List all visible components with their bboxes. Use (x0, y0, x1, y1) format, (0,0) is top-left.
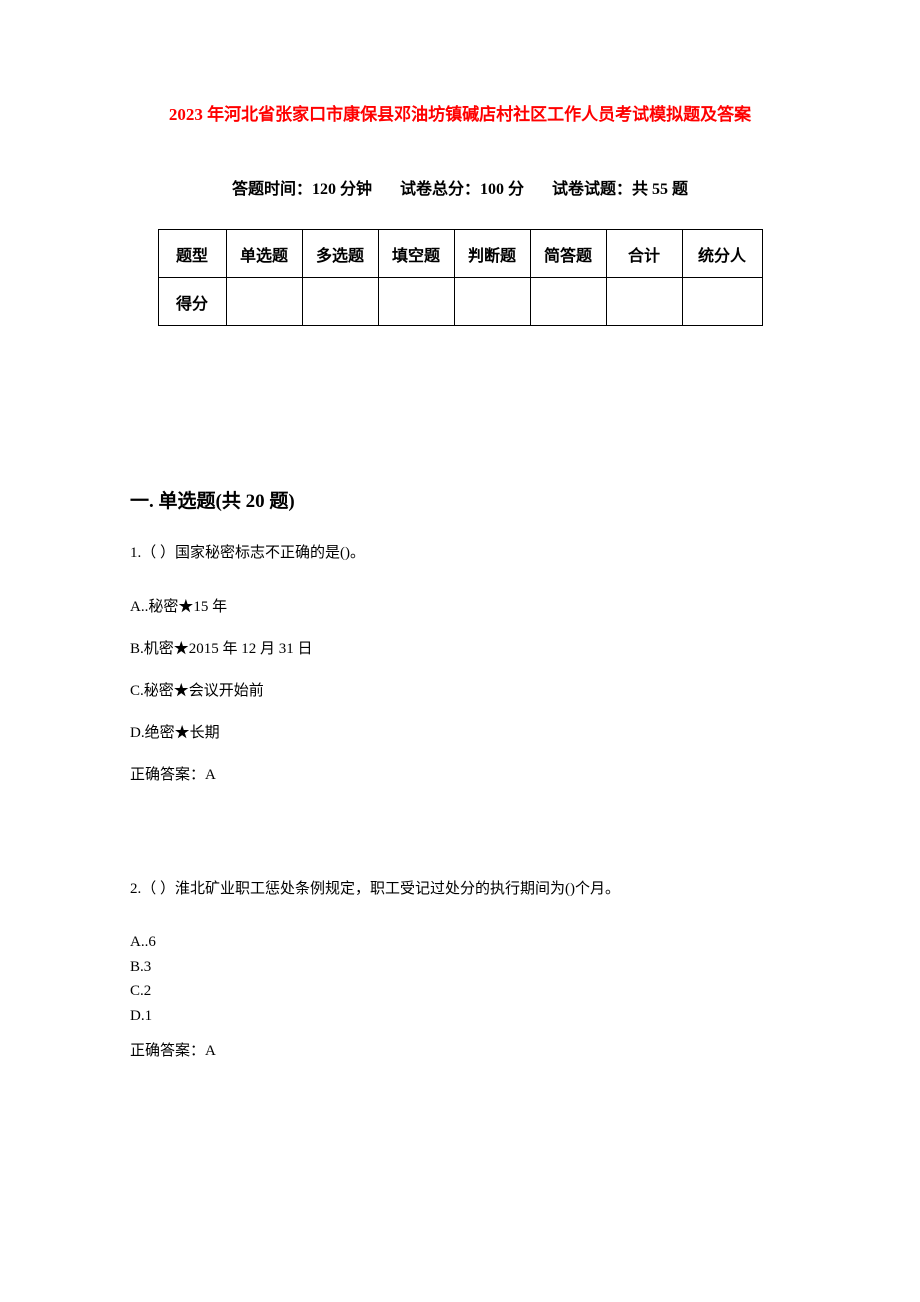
total-value: 100 分 (480, 181, 524, 198)
table-header-cell: 单选题 (226, 230, 302, 278)
option-b: B.机密★2015 年 12 月 31 日 (130, 637, 790, 661)
row-label-cell: 题型 (158, 230, 226, 278)
option-a: A..6 (130, 931, 790, 954)
row-label-cell: 得分 (158, 278, 226, 326)
score-table: 题型 单选题 多选题 填空题 判断题 简答题 合计 统分人 得分 (158, 229, 763, 326)
count-value: 共 55 题 (632, 181, 688, 198)
option-c: C.秘密★会议开始前 (130, 679, 790, 703)
table-header-cell: 简答题 (530, 230, 606, 278)
count-label: 试卷试题： (552, 181, 632, 198)
table-cell (226, 278, 302, 326)
table-header-cell: 填空题 (378, 230, 454, 278)
question-block: 1.（ ）国家秘密标志不正确的是()。 A..秘密★15 年 B.机密★2015… (130, 541, 790, 787)
table-header-cell: 统分人 (682, 230, 762, 278)
table-cell (378, 278, 454, 326)
options-list: A..秘密★15 年 B.机密★2015 年 12 月 31 日 C.秘密★会议… (130, 595, 790, 787)
total-label: 试卷总分： (400, 181, 480, 198)
table-row: 题型 单选题 多选题 填空题 判断题 简答题 合计 统分人 (158, 230, 762, 278)
table-cell (302, 278, 378, 326)
table-header-cell: 多选题 (302, 230, 378, 278)
question-text: 2.（ ）淮北矿业职工惩处条例规定，职工受记过处分的执行期间为()个月。 (130, 877, 790, 901)
table-cell (454, 278, 530, 326)
table-row: 得分 (158, 278, 762, 326)
correct-answer: 正确答案：A (130, 1039, 790, 1063)
option-b: B.3 (130, 956, 790, 979)
time-label: 答题时间： (232, 181, 312, 198)
question-text: 1.（ ）国家秘密标志不正确的是()。 (130, 541, 790, 565)
option-a: A..秘密★15 年 (130, 595, 790, 619)
time-value: 120 分钟 (312, 181, 372, 198)
table-cell (530, 278, 606, 326)
section-heading: 一. 单选题(共 20 题) (130, 486, 790, 513)
exam-meta-line: 答题时间：120 分钟 试卷总分：100 分 试卷试题：共 55 题 (130, 175, 790, 199)
table-header-cell: 判断题 (454, 230, 530, 278)
document-title: 2023 年河北省张家口市康保县邓油坊镇碱店村社区工作人员考试模拟题及答案 (130, 100, 790, 125)
table-header-cell: 合计 (606, 230, 682, 278)
option-c: C.2 (130, 980, 790, 1003)
options-list: A..6 B.3 C.2 D.1 (130, 931, 790, 1027)
correct-answer: 正确答案：A (130, 763, 790, 787)
option-d: D.1 (130, 1005, 790, 1028)
table-cell (682, 278, 762, 326)
table-cell (606, 278, 682, 326)
question-block: 2.（ ）淮北矿业职工惩处条例规定，职工受记过处分的执行期间为()个月。 A..… (130, 877, 790, 1063)
option-d: D.绝密★长期 (130, 721, 790, 745)
